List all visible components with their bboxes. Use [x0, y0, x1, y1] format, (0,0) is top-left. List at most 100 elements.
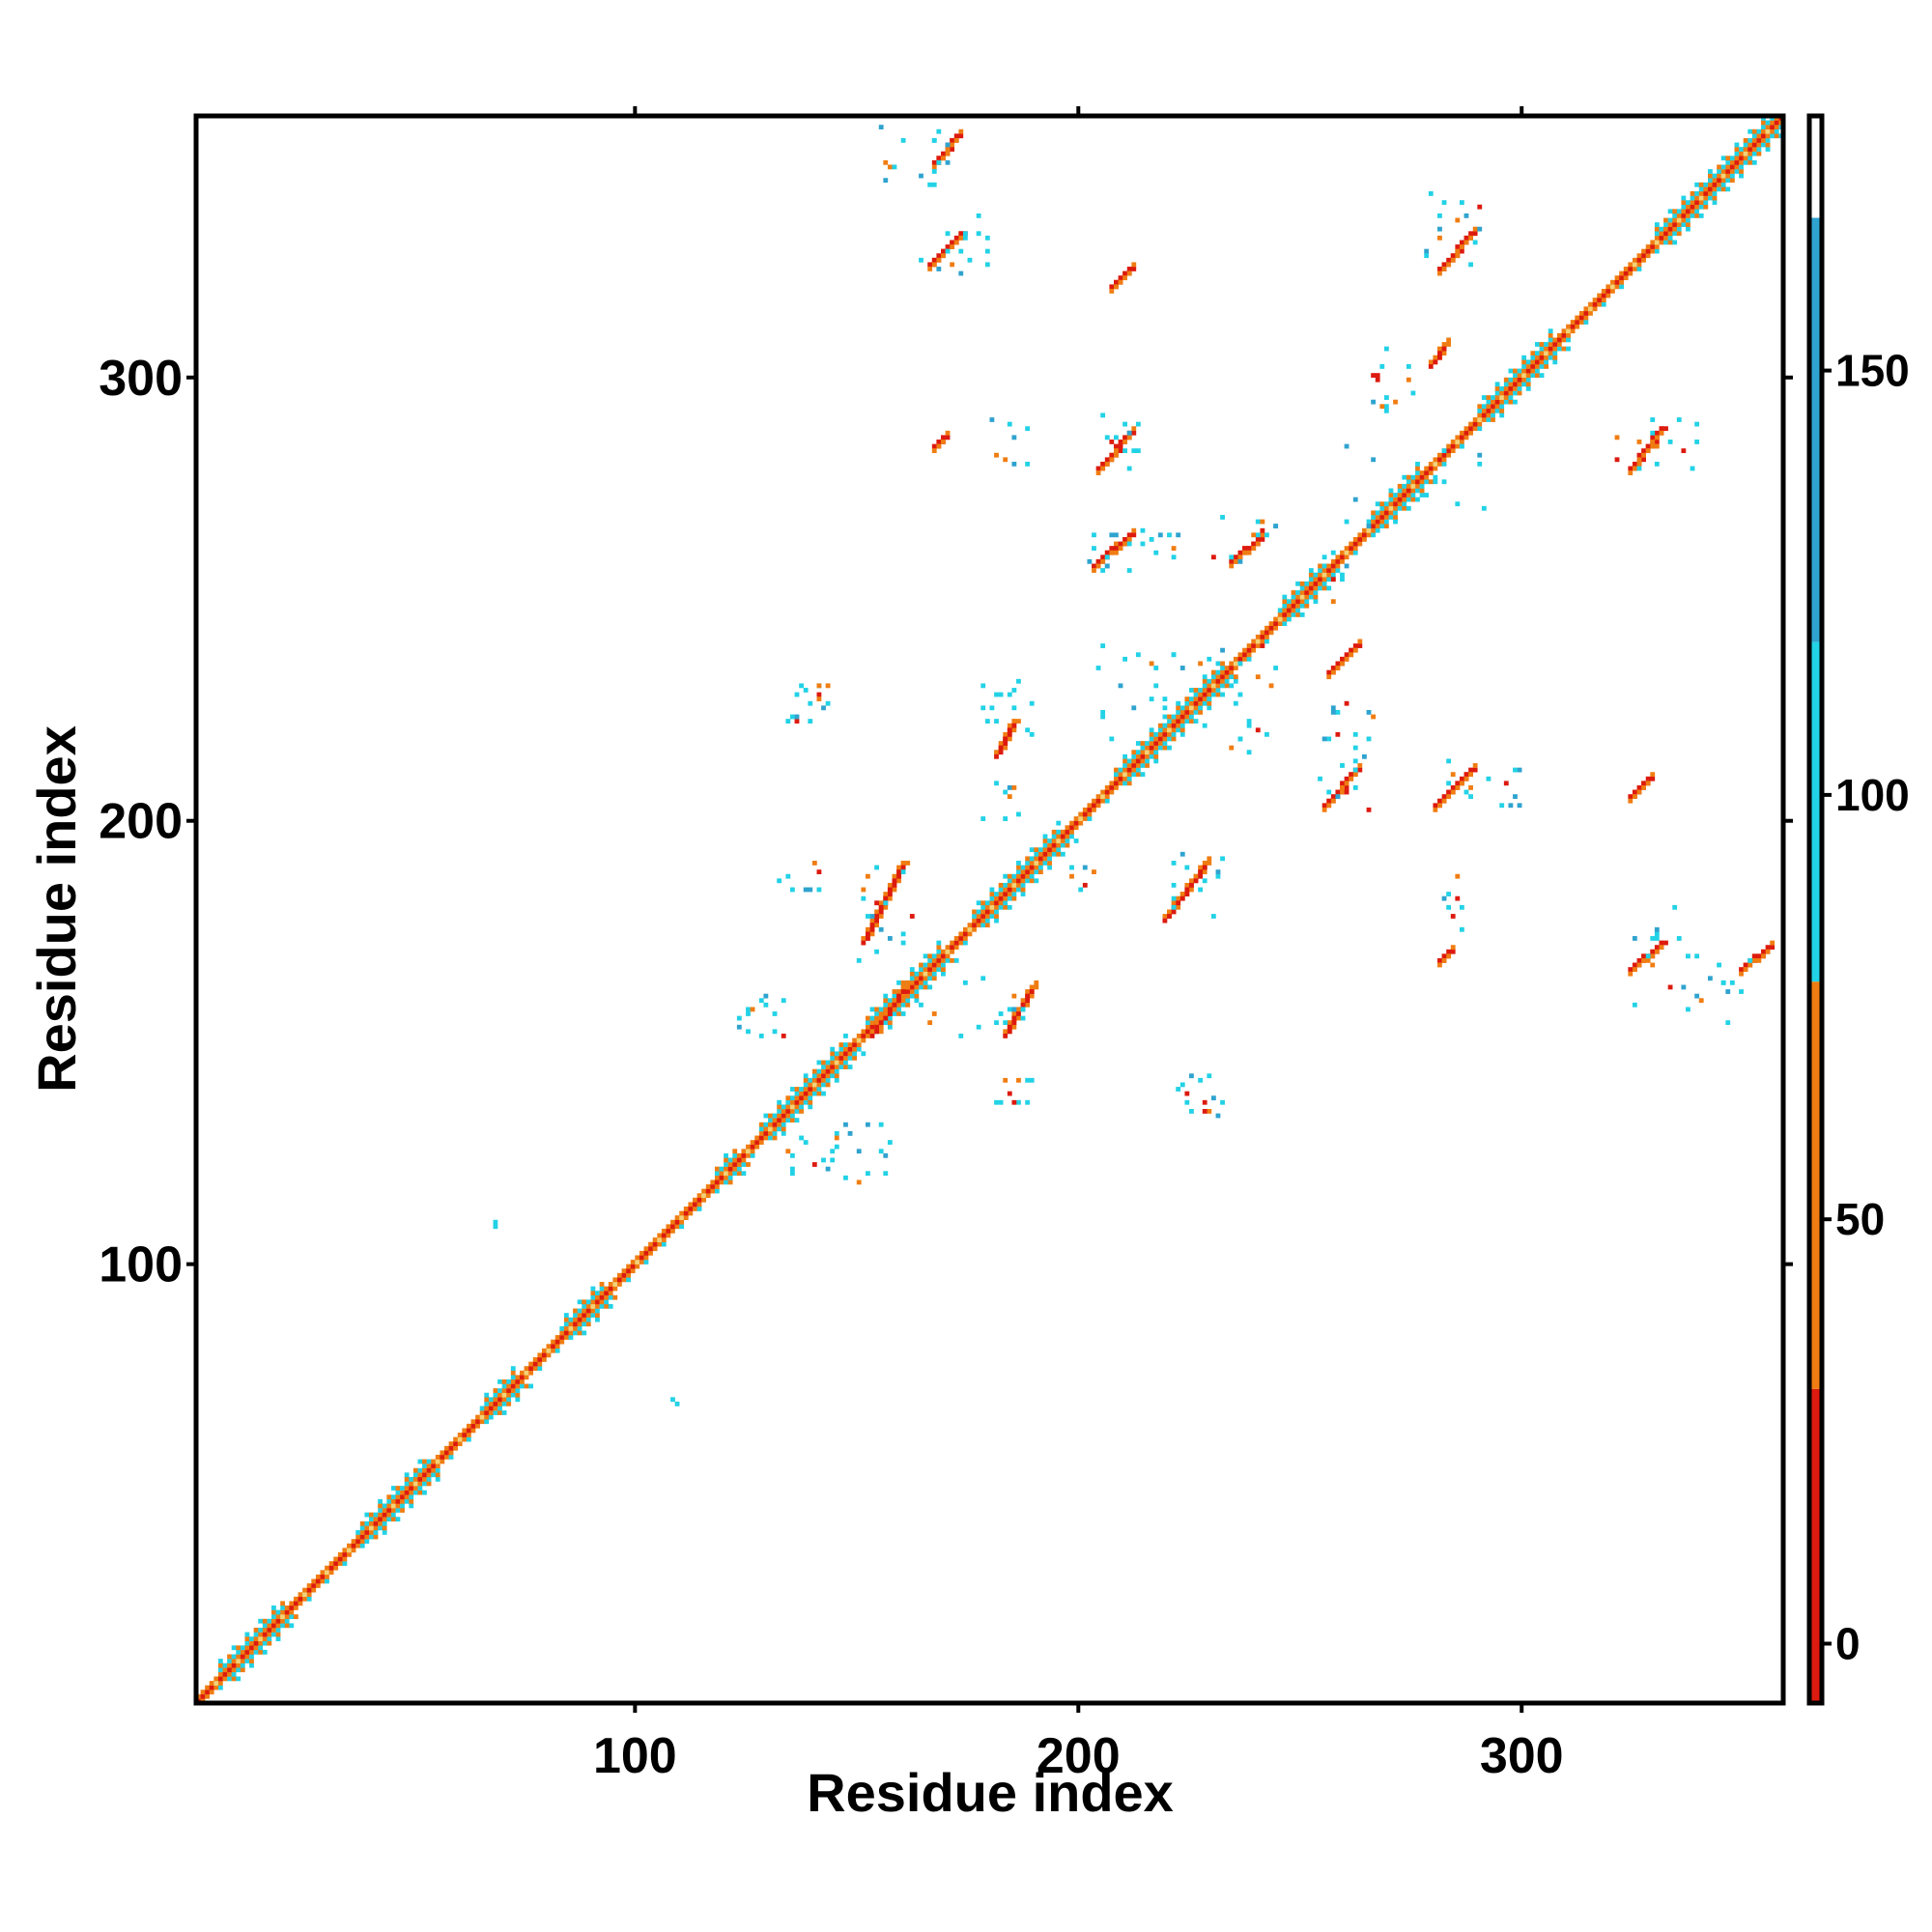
heatmap-cell [1415, 488, 1420, 494]
heatmap-cell [488, 1410, 494, 1415]
heatmap-cell [546, 1348, 552, 1353]
heatmap-cell [1246, 550, 1252, 555]
heatmap-cell [1739, 989, 1744, 994]
heatmap-cell [1007, 794, 1012, 799]
heatmap-cell [1592, 306, 1598, 312]
heatmap-cell [293, 1596, 298, 1602]
heatmap-cell [1667, 209, 1673, 214]
heatmap-cell [1694, 195, 1700, 201]
heatmap-cell [834, 1068, 839, 1074]
heatmap-cell [896, 878, 901, 884]
heatmap-cell [1734, 159, 1740, 165]
heatmap-cell [1220, 683, 1225, 689]
heatmap-cell [1282, 616, 1288, 622]
heatmap-cell [892, 878, 897, 884]
heatmap-cell [994, 719, 999, 724]
heatmap-cell [1011, 719, 1017, 724]
heatmap-cell [1694, 209, 1700, 214]
heatmap-cell [1207, 1109, 1212, 1114]
heatmap-cell [1556, 346, 1562, 352]
heatmap-cell [1645, 957, 1651, 963]
heatmap-cell [621, 1277, 627, 1283]
heatmap-cell [1441, 461, 1447, 467]
heatmap-cell [1641, 452, 1646, 458]
heatmap-cell [1291, 608, 1296, 613]
heatmap-cell [1694, 213, 1700, 218]
heatmap-cell [475, 1414, 480, 1420]
heatmap-cell [426, 1459, 432, 1464]
heatmap-cell [1202, 865, 1208, 870]
heatmap-cell [1717, 962, 1721, 968]
heatmap-cell [1659, 426, 1664, 432]
heatmap-cell [1330, 568, 1336, 573]
heatmap-cell [275, 1614, 281, 1620]
heatmap-cell [1251, 532, 1257, 538]
heatmap-cell [1654, 430, 1660, 436]
heatmap-cell [1428, 191, 1434, 196]
heatmap-cell [1517, 385, 1522, 391]
heatmap-cell [931, 962, 937, 968]
heatmap-cell [883, 1171, 889, 1177]
heatmap-cell [1207, 683, 1212, 689]
heatmap-cell [1729, 169, 1735, 174]
heatmap-cell [1521, 368, 1527, 374]
heatmap-cell [506, 1388, 512, 1393]
heatmap-cell [887, 1015, 893, 1021]
heatmap-cell [1446, 452, 1452, 458]
heatmap-cell [989, 887, 995, 893]
heatmap-cell [852, 1046, 858, 1052]
heatmap-cell [1237, 736, 1243, 742]
heatmap-cell [1614, 275, 1620, 281]
heatmap-cell [1330, 709, 1336, 715]
heatmap-cell [652, 1246, 658, 1252]
heatmap-cell [440, 1459, 445, 1464]
heatmap-cell [936, 257, 942, 263]
heatmap-cell [919, 967, 923, 972]
heatmap-cell [1029, 856, 1035, 862]
heatmap-cell [1299, 599, 1305, 605]
heatmap-cell [693, 1202, 697, 1208]
heatmap-cell [714, 1188, 720, 1194]
heatmap-cell [1344, 550, 1350, 555]
heatmap-cell [741, 1149, 747, 1154]
heatmap-cell [364, 1539, 370, 1545]
heatmap-cell [258, 1627, 264, 1633]
heatmap-cell [1118, 776, 1123, 781]
heatmap-cell [1672, 231, 1678, 237]
heatmap-cell [1109, 789, 1115, 795]
heatmap-cell [1521, 382, 1527, 387]
heatmap-cell [532, 1366, 538, 1372]
heatmap-cell [1007, 1029, 1012, 1035]
heatmap-cell [1179, 851, 1185, 857]
heatmap-cell [1645, 776, 1651, 781]
heatmap-cell [923, 962, 928, 968]
heatmap-cell [559, 1325, 565, 1331]
heatmap-cell [395, 1503, 401, 1509]
heatmap-cell [1499, 399, 1505, 405]
heatmap-cell [1184, 714, 1190, 720]
heatmap-cell [994, 892, 999, 896]
heatmap-cell [1720, 980, 1726, 985]
heatmap-cell [866, 1171, 870, 1177]
heatmap-cell [1264, 630, 1269, 636]
heatmap-cell [1441, 479, 1447, 485]
heatmap-cell [1237, 550, 1243, 555]
heatmap-cell [1051, 838, 1057, 843]
heatmap-cell [852, 1055, 858, 1061]
heatmap-cell [306, 1583, 312, 1588]
heatmap-cell [1765, 945, 1771, 951]
heatmap-cell [417, 1472, 423, 1478]
heatmap-cell [945, 248, 951, 254]
heatmap-cell [661, 1233, 667, 1238]
heatmap-cell [479, 1414, 485, 1420]
heatmap-cell [1104, 563, 1110, 569]
heatmap-cell [1246, 750, 1252, 755]
heatmap-cell [724, 1175, 728, 1180]
heatmap-cell [1539, 346, 1545, 352]
heatmap-cell [1087, 811, 1093, 817]
heatmap-cell [1654, 248, 1660, 254]
heatmap-cell [931, 957, 937, 963]
heatmap-cell [927, 971, 933, 977]
heatmap-cell [493, 1392, 498, 1398]
heatmap-cell [1650, 772, 1656, 778]
